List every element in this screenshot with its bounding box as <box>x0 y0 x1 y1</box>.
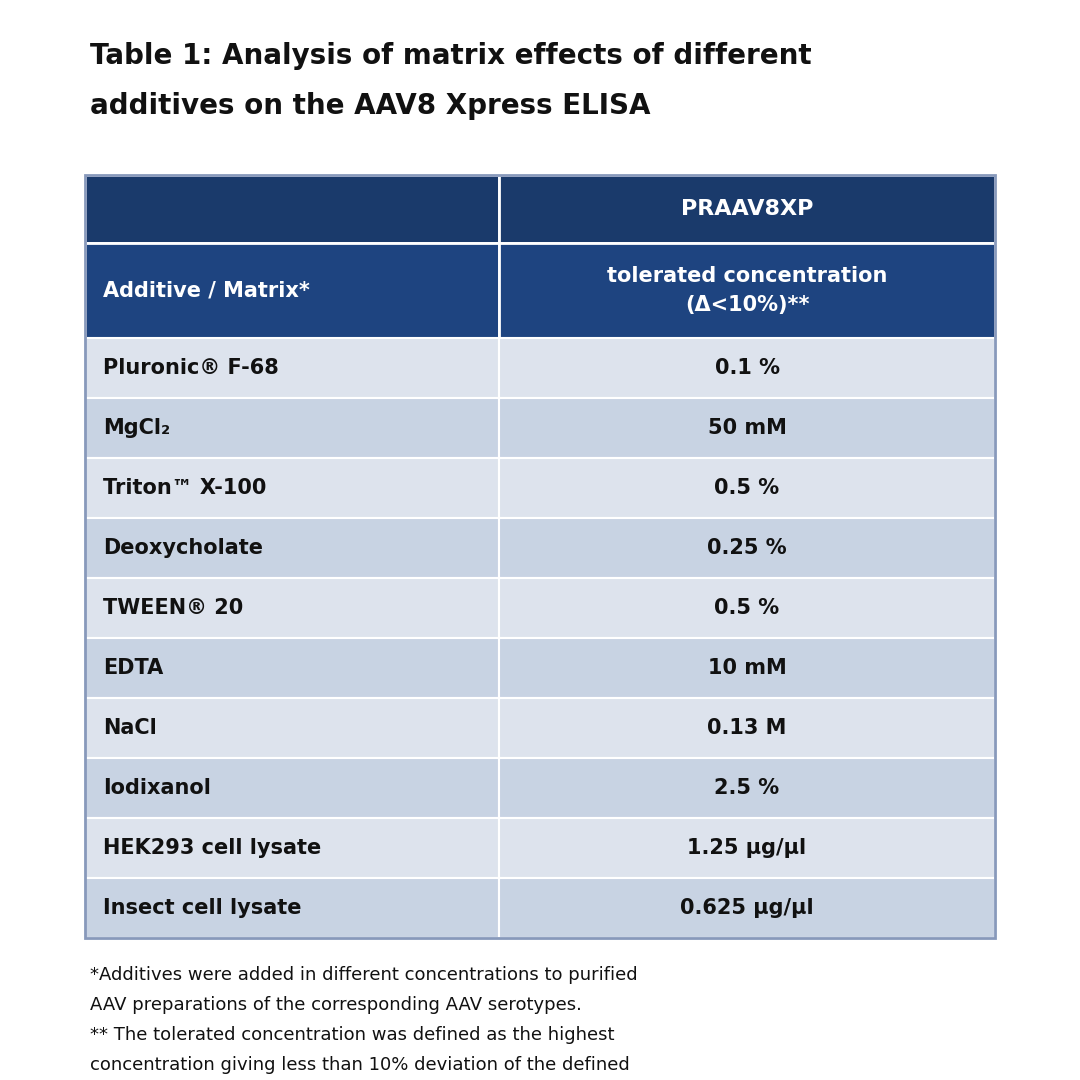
Bar <box>85 243 499 338</box>
Bar <box>499 243 995 338</box>
Text: Iodixanol: Iodixanol <box>103 778 211 798</box>
Bar <box>85 399 499 458</box>
Text: 0.5 %: 0.5 % <box>715 598 780 618</box>
Bar <box>85 638 499 698</box>
Text: concentration giving less than 10% deviation of the defined: concentration giving less than 10% devia… <box>90 1056 630 1074</box>
Bar <box>499 818 995 878</box>
Text: 0.1 %: 0.1 % <box>715 357 780 378</box>
Text: 0.13 M: 0.13 M <box>707 718 786 738</box>
Text: ** The tolerated concentration was defined as the highest: ** The tolerated concentration was defin… <box>90 1026 615 1044</box>
Bar <box>499 638 995 698</box>
Bar <box>85 818 499 878</box>
Text: 2.5 %: 2.5 % <box>715 778 780 798</box>
Bar <box>85 458 499 518</box>
Bar <box>499 458 995 518</box>
Text: EDTA: EDTA <box>103 658 163 678</box>
Text: Table 1: Analysis of matrix effects of different: Table 1: Analysis of matrix effects of d… <box>90 42 812 70</box>
Bar <box>85 175 499 243</box>
Text: MgCl₂: MgCl₂ <box>103 418 171 438</box>
Text: HEK293 cell lysate: HEK293 cell lysate <box>103 838 321 858</box>
Text: tolerated concentration
(Δ<10%)**: tolerated concentration (Δ<10%)** <box>607 267 887 314</box>
Text: *Additives were added in different concentrations to purified: *Additives were added in different conce… <box>90 966 637 984</box>
Text: PRAAV8XP: PRAAV8XP <box>680 199 813 219</box>
Bar <box>499 698 995 758</box>
Text: NaCl: NaCl <box>103 718 157 738</box>
Bar <box>499 578 995 638</box>
Bar <box>499 758 995 818</box>
Bar <box>499 175 995 243</box>
Text: 1.25 μg/μl: 1.25 μg/μl <box>688 838 807 858</box>
Text: Deoxycholate: Deoxycholate <box>103 538 264 558</box>
Bar <box>85 878 499 939</box>
Bar <box>85 338 499 399</box>
Bar <box>85 758 499 818</box>
Text: 0.625 μg/μl: 0.625 μg/μl <box>680 897 814 918</box>
Bar <box>85 175 995 939</box>
Text: TWEEN® 20: TWEEN® 20 <box>103 598 243 618</box>
Text: AAV preparations of the corresponding AAV serotypes.: AAV preparations of the corresponding AA… <box>90 996 582 1014</box>
Text: Additive / Matrix*: Additive / Matrix* <box>103 281 310 300</box>
Bar <box>85 518 499 578</box>
Text: 0.5 %: 0.5 % <box>715 478 780 498</box>
Bar <box>499 878 995 939</box>
Bar <box>499 338 995 399</box>
Bar <box>85 578 499 638</box>
Text: Triton™ X-100: Triton™ X-100 <box>103 478 267 498</box>
Bar <box>85 698 499 758</box>
Text: 10 mM: 10 mM <box>707 658 786 678</box>
Text: Insect cell lysate: Insect cell lysate <box>103 897 301 918</box>
Text: 0.25 %: 0.25 % <box>707 538 787 558</box>
Text: 50 mM: 50 mM <box>707 418 786 438</box>
Bar <box>499 399 995 458</box>
Text: additives on the AAV8 Xpress ELISA: additives on the AAV8 Xpress ELISA <box>90 92 650 120</box>
Bar <box>499 518 995 578</box>
Text: Pluronic® F-68: Pluronic® F-68 <box>103 357 279 378</box>
